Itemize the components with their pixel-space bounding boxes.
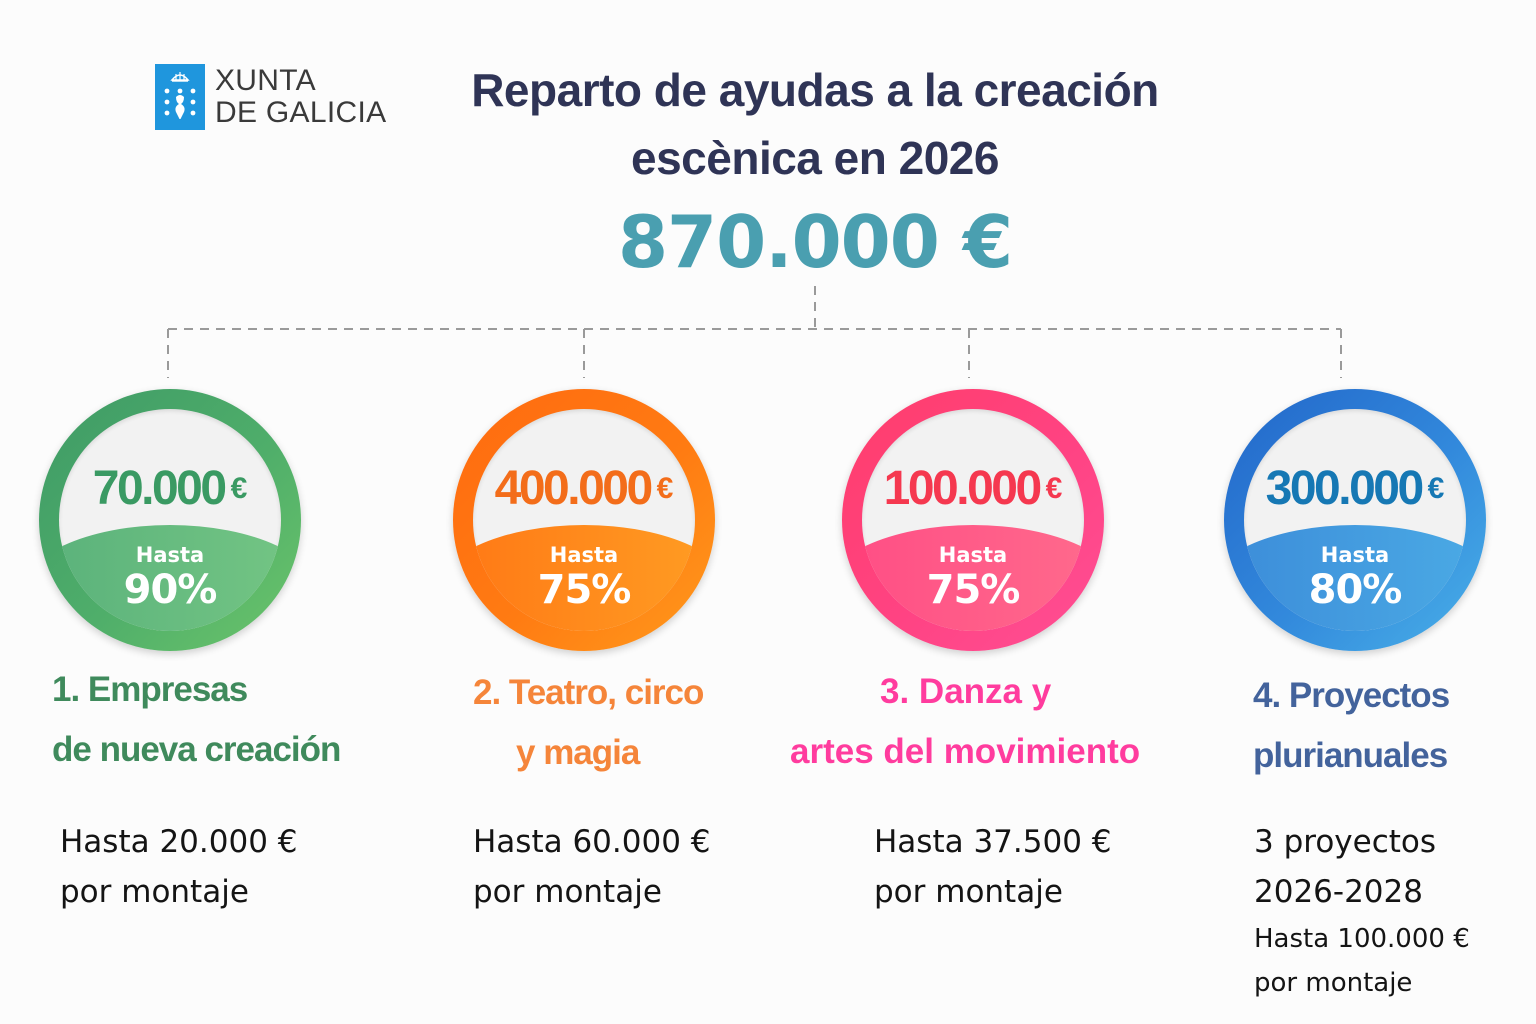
title-line-1: Reparto de ayudas a la creación	[471, 64, 1159, 116]
category-title-teatro: 2. Teatro, circo y magia	[473, 663, 704, 783]
title-line-2: escènica en 2026	[631, 132, 999, 184]
page-title: Reparto de ayudas a la creación escènica…	[400, 56, 1230, 192]
title-line-2: plurianuales	[1253, 736, 1448, 775]
amount-value: 70.000	[92, 462, 227, 515]
euro-symbol: €	[656, 472, 674, 505]
badge-percent: 75%	[537, 567, 632, 613]
total-amount: 870.000 €	[617, 200, 1013, 284]
title-line-1: 4. Proyectos	[1253, 676, 1450, 715]
desc-line: Hasta 100.000 €	[1254, 924, 1470, 954]
category-description-teatro: Hasta 60.000 € por montaje	[473, 817, 711, 917]
xunta-logo: XUNTA DE GALICIA	[155, 64, 386, 130]
badge-plurianuales: 300.000 € Hasta 80%	[1224, 389, 1486, 651]
xunta-wordmark: XUNTA DE GALICIA	[215, 65, 386, 129]
badge-inner: 300.000 € Hasta 80%	[1244, 409, 1466, 631]
title-line-2: artes del movimiento	[790, 732, 1141, 771]
amount-value: 100.000	[883, 462, 1043, 515]
badge-wave	[862, 525, 1084, 631]
title-line-1: 1. Empresas	[52, 670, 248, 709]
badge-percent: 80%	[1308, 567, 1403, 613]
desc-line: 3 proyectos	[1254, 824, 1437, 860]
badge-wave	[59, 525, 281, 631]
badge-inner: 70.000 € Hasta 90%	[59, 409, 281, 631]
badge-inner: 400.000 € Hasta 75%	[473, 409, 695, 631]
badge-hasta-label: Hasta	[135, 543, 205, 567]
logo-line-1: XUNTA	[215, 64, 316, 97]
badge-percent: 90%	[123, 567, 218, 613]
badge-hasta-label: Hasta	[938, 543, 1008, 567]
euro-symbol: €	[1045, 472, 1063, 505]
badge-amount: 300.000 €	[1244, 461, 1466, 517]
category-description-plurianuales: 3 proyectos 2026-2028 Hasta 100.000 € po…	[1254, 817, 1470, 1005]
amount-value: 400.000	[494, 462, 654, 515]
badge-wave	[473, 525, 695, 631]
euro-symbol: €	[1427, 472, 1445, 505]
badge-danza: 100.000 € Hasta 75%	[842, 389, 1104, 651]
category-title-empresas: 1. Empresas de nueva creación	[52, 660, 341, 780]
badge-amount: 70.000 €	[59, 461, 281, 517]
badge-inner: 100.000 € Hasta 75%	[862, 409, 1084, 631]
badge-teatro: 400.000 € Hasta 75%	[453, 389, 715, 651]
badge-amount: 400.000 €	[473, 461, 695, 517]
badge-empresas: 70.000 € Hasta 90%	[39, 389, 301, 651]
desc-line: por montaje	[60, 874, 249, 910]
badge-hasta-label: Hasta	[1320, 543, 1390, 567]
badge-hasta-label: Hasta	[549, 543, 619, 567]
title-line-1: 2. Teatro, circo	[473, 673, 704, 712]
badge-percent: 75%	[926, 567, 1021, 613]
euro-symbol: €	[230, 472, 248, 505]
desc-line: por montaje	[473, 874, 662, 910]
badge-amount: 100.000 €	[862, 461, 1084, 517]
category-description-danza: Hasta 37.500 € por montaje	[874, 817, 1112, 917]
category-title-danza: 3. Danza y artes del movimiento	[790, 662, 1140, 782]
desc-line: 2026-2028	[1254, 874, 1423, 910]
desc-line: por montaje	[874, 874, 1063, 910]
title-line-1: 3. Danza y	[880, 672, 1052, 711]
amount-value: 300.000	[1265, 462, 1425, 515]
logo-line-2: DE GALICIA	[215, 96, 387, 129]
badge-wave	[1244, 525, 1466, 631]
xunta-de-galicia-emblem-icon	[155, 64, 205, 130]
desc-line: por montaje	[1254, 968, 1413, 998]
desc-line: Hasta 60.000 €	[473, 824, 711, 860]
desc-line: Hasta 20.000 €	[60, 824, 298, 860]
desc-line: Hasta 37.500 €	[874, 824, 1112, 860]
title-line-2: de nueva creación	[52, 730, 341, 769]
title-line-2: y magia	[516, 733, 640, 772]
category-title-plurianuales: 4. Proyectos plurianuales	[1253, 666, 1450, 786]
category-description-empresas: Hasta 20.000 € por montaje	[60, 817, 298, 917]
